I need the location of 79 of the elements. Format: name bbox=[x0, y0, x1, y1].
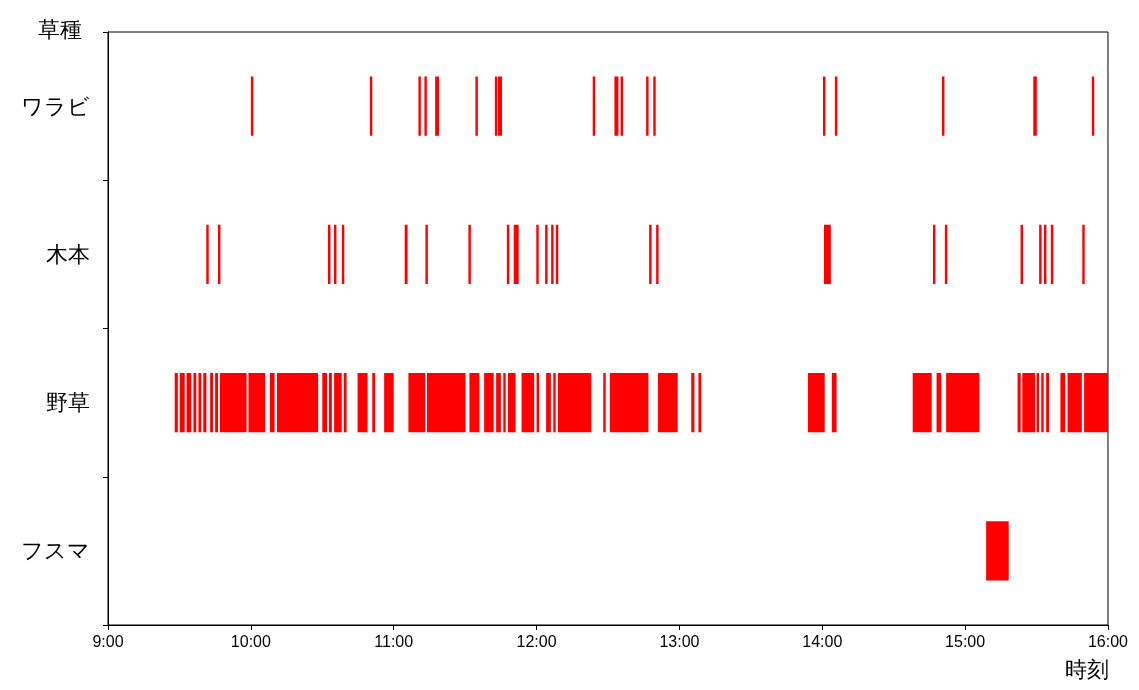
bar bbox=[497, 76, 502, 136]
x-tick-label: 9:00 bbox=[92, 632, 124, 650]
bar bbox=[215, 372, 218, 433]
bar bbox=[553, 372, 556, 433]
bar bbox=[691, 372, 695, 433]
bar bbox=[536, 224, 539, 285]
bar bbox=[521, 372, 535, 433]
bar bbox=[614, 76, 619, 136]
bar bbox=[912, 372, 932, 433]
bar bbox=[503, 372, 506, 433]
bar bbox=[277, 372, 319, 433]
bar bbox=[179, 372, 185, 433]
bar bbox=[603, 372, 606, 433]
bar bbox=[322, 372, 327, 433]
bar bbox=[198, 372, 202, 433]
y-tick-label: 木本 bbox=[46, 241, 90, 267]
x-tick-label: 14:00 bbox=[802, 632, 843, 650]
y-tick-label: 野草 bbox=[46, 390, 90, 416]
bar bbox=[408, 372, 426, 433]
bar bbox=[946, 372, 980, 433]
x-tick-label: 12:00 bbox=[516, 632, 557, 650]
bar bbox=[174, 372, 178, 433]
bar bbox=[1039, 224, 1042, 285]
x-tick-label: 15:00 bbox=[945, 632, 986, 650]
bar bbox=[1041, 372, 1044, 433]
x-tick-label: 10:00 bbox=[230, 632, 271, 650]
bar bbox=[343, 372, 347, 433]
bar bbox=[329, 372, 332, 433]
bar bbox=[496, 372, 501, 433]
bar bbox=[210, 372, 213, 433]
bar bbox=[507, 372, 516, 433]
bar bbox=[357, 372, 368, 433]
bar bbox=[435, 76, 439, 136]
bar bbox=[1022, 372, 1036, 433]
bar bbox=[698, 372, 702, 433]
bar bbox=[1033, 76, 1037, 136]
bar bbox=[1060, 372, 1066, 433]
y-tick-label: フスマ bbox=[21, 538, 90, 564]
bar bbox=[653, 76, 656, 136]
bar bbox=[657, 372, 678, 433]
bar bbox=[469, 372, 480, 433]
bar bbox=[513, 224, 519, 285]
bar bbox=[1067, 372, 1082, 433]
bar bbox=[831, 372, 837, 433]
bar bbox=[807, 372, 825, 433]
x-axis-title: 時刻 bbox=[1065, 656, 1109, 682]
bar bbox=[269, 372, 275, 433]
bar bbox=[484, 372, 494, 433]
bar bbox=[206, 224, 209, 285]
bar bbox=[193, 372, 197, 433]
bar bbox=[646, 76, 649, 136]
x-tick-label: 16:00 bbox=[1087, 632, 1129, 650]
bar bbox=[1084, 372, 1108, 433]
bar bbox=[551, 224, 554, 285]
bar bbox=[426, 372, 466, 433]
bar bbox=[425, 224, 428, 285]
bar bbox=[545, 224, 548, 285]
bar bbox=[334, 372, 342, 433]
bar bbox=[823, 224, 831, 285]
x-tick-label: 13:00 bbox=[659, 632, 700, 650]
bar bbox=[468, 224, 471, 285]
bar bbox=[404, 224, 408, 285]
bar bbox=[475, 76, 478, 136]
bar bbox=[609, 372, 649, 433]
y-tick-label: ワラビ bbox=[21, 93, 90, 119]
bar bbox=[557, 372, 592, 433]
bar bbox=[546, 372, 551, 433]
bar bbox=[424, 76, 427, 136]
bar bbox=[384, 372, 394, 433]
bar bbox=[1046, 372, 1049, 433]
bar bbox=[649, 224, 652, 285]
bar bbox=[1082, 224, 1085, 285]
bar bbox=[418, 76, 421, 136]
x-tick-label: 11:00 bbox=[374, 632, 414, 650]
bar bbox=[372, 372, 376, 433]
y-axis-title: 草種 bbox=[38, 16, 82, 42]
bar bbox=[656, 224, 659, 285]
bar bbox=[986, 521, 1009, 581]
bar bbox=[203, 372, 207, 433]
